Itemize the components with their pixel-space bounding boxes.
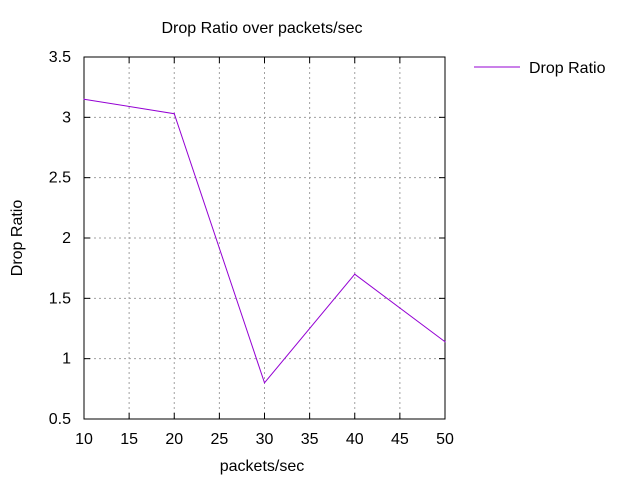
y-tick-label: 3.5 [49, 49, 71, 66]
x-tick-label: 15 [120, 431, 138, 448]
x-tick-label: 25 [210, 431, 228, 448]
y-tick-label: 0.5 [49, 411, 71, 428]
y-tick-label: 1 [62, 351, 71, 368]
data-point [444, 341, 446, 343]
y-tick-labels: 0.5 1 1.5 2 2.5 3 3.5 [49, 49, 71, 428]
chart-title: Drop Ratio over packets/sec [162, 20, 363, 37]
axis-ticks [83, 56, 446, 420]
y-tick-label: 2 [62, 230, 71, 247]
x-tick-label: 40 [346, 431, 364, 448]
x-tick-label: 45 [391, 431, 409, 448]
y-axis-label: Drop Ratio [9, 200, 26, 277]
legend-label-drop-ratio: Drop Ratio [529, 60, 606, 77]
series-line-drop-ratio [83, 98, 446, 384]
x-tick-label: 30 [256, 431, 274, 448]
data-point [263, 382, 266, 384]
legend: Drop Ratio [474, 60, 606, 77]
y-tick-label: 2.5 [49, 170, 71, 187]
y-tick-label: 1.5 [49, 290, 71, 307]
data-point [173, 113, 175, 115]
x-tick-label: 35 [301, 431, 319, 448]
data-point [83, 98, 85, 100]
x-tick-label: 50 [436, 431, 454, 448]
x-axis-label: packets/sec [220, 458, 304, 475]
x-tick-labels: 10 15 20 25 30 35 40 45 50 [75, 431, 454, 448]
y-tick-label: 3 [62, 109, 71, 126]
series [83, 98, 446, 384]
grid [84, 57, 445, 419]
x-tick-label: 20 [165, 431, 183, 448]
data-point [354, 273, 356, 275]
x-tick-label: 10 [75, 431, 93, 448]
